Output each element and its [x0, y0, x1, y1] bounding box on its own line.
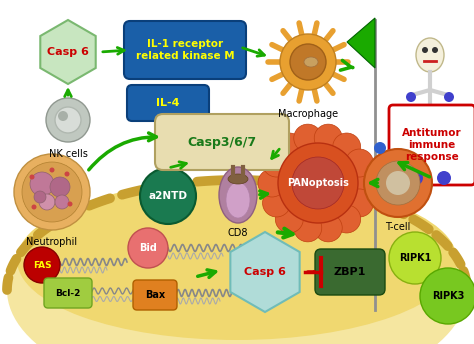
Text: T-cell: T-cell	[385, 222, 410, 232]
Polygon shape	[40, 20, 96, 84]
Circle shape	[386, 171, 410, 195]
Text: ZBP1: ZBP1	[334, 267, 366, 277]
Circle shape	[294, 124, 322, 152]
Text: Casp 6: Casp 6	[47, 47, 89, 57]
Circle shape	[409, 171, 423, 185]
Ellipse shape	[7, 180, 467, 344]
Ellipse shape	[219, 167, 257, 223]
FancyBboxPatch shape	[124, 21, 246, 79]
Circle shape	[64, 172, 70, 176]
FancyBboxPatch shape	[44, 278, 92, 308]
Circle shape	[444, 92, 454, 102]
Circle shape	[258, 169, 286, 197]
Text: CD8: CD8	[228, 228, 248, 238]
Circle shape	[333, 205, 361, 233]
Circle shape	[31, 204, 36, 209]
Circle shape	[275, 133, 303, 161]
Circle shape	[67, 202, 73, 206]
Circle shape	[24, 247, 60, 283]
FancyBboxPatch shape	[315, 249, 385, 295]
Circle shape	[280, 34, 336, 90]
Circle shape	[29, 174, 35, 180]
Ellipse shape	[228, 174, 248, 184]
Text: Bcl-2: Bcl-2	[55, 289, 81, 298]
Circle shape	[314, 214, 342, 242]
Circle shape	[290, 44, 326, 80]
Circle shape	[314, 124, 342, 152]
Circle shape	[49, 168, 55, 172]
Circle shape	[376, 161, 420, 205]
Circle shape	[346, 189, 374, 217]
Circle shape	[432, 47, 438, 53]
Circle shape	[389, 232, 441, 284]
Text: Antitumor
immune
response: Antitumor immune response	[402, 128, 462, 162]
Ellipse shape	[17, 180, 457, 340]
Circle shape	[140, 168, 196, 224]
Text: FAS: FAS	[33, 260, 51, 269]
Text: Macrophage: Macrophage	[278, 109, 338, 119]
Circle shape	[14, 154, 90, 230]
FancyBboxPatch shape	[155, 114, 289, 170]
Circle shape	[422, 47, 428, 53]
Ellipse shape	[304, 57, 318, 67]
Circle shape	[278, 143, 358, 223]
Circle shape	[420, 268, 474, 324]
Circle shape	[350, 169, 378, 197]
Circle shape	[292, 157, 344, 209]
Circle shape	[294, 214, 322, 242]
Circle shape	[46, 98, 90, 142]
Text: IL-4: IL-4	[156, 98, 180, 108]
Text: RIPK3: RIPK3	[432, 291, 464, 301]
Circle shape	[34, 191, 46, 203]
Circle shape	[30, 172, 54, 196]
Circle shape	[263, 189, 291, 217]
Circle shape	[346, 149, 374, 177]
Polygon shape	[230, 232, 300, 312]
Circle shape	[263, 149, 291, 177]
Ellipse shape	[416, 38, 444, 72]
Text: NK cells: NK cells	[48, 149, 87, 159]
Circle shape	[406, 92, 416, 102]
Circle shape	[58, 111, 68, 121]
Text: PANoptosis: PANoptosis	[287, 178, 349, 188]
Text: a2NTD: a2NTD	[148, 191, 188, 201]
Text: Neutrophil: Neutrophil	[27, 237, 78, 247]
Ellipse shape	[226, 182, 250, 218]
Circle shape	[128, 228, 168, 268]
Circle shape	[55, 195, 69, 209]
Text: Bax: Bax	[145, 290, 165, 300]
Polygon shape	[347, 18, 375, 68]
Text: IL-1 receptor
related kinase M: IL-1 receptor related kinase M	[136, 39, 234, 61]
Text: Bid: Bid	[139, 243, 157, 253]
Circle shape	[437, 171, 451, 185]
Circle shape	[333, 133, 361, 161]
Text: RIPK1: RIPK1	[399, 253, 431, 263]
Circle shape	[374, 142, 386, 154]
Circle shape	[275, 205, 303, 233]
FancyBboxPatch shape	[133, 280, 177, 310]
Text: Casp 6: Casp 6	[244, 267, 286, 277]
Circle shape	[39, 194, 55, 210]
Circle shape	[55, 107, 81, 133]
Circle shape	[50, 177, 70, 197]
FancyBboxPatch shape	[389, 105, 474, 185]
Circle shape	[22, 162, 82, 222]
Circle shape	[364, 149, 432, 217]
Text: Casp3/6/7: Casp3/6/7	[187, 136, 256, 149]
FancyBboxPatch shape	[127, 85, 209, 121]
